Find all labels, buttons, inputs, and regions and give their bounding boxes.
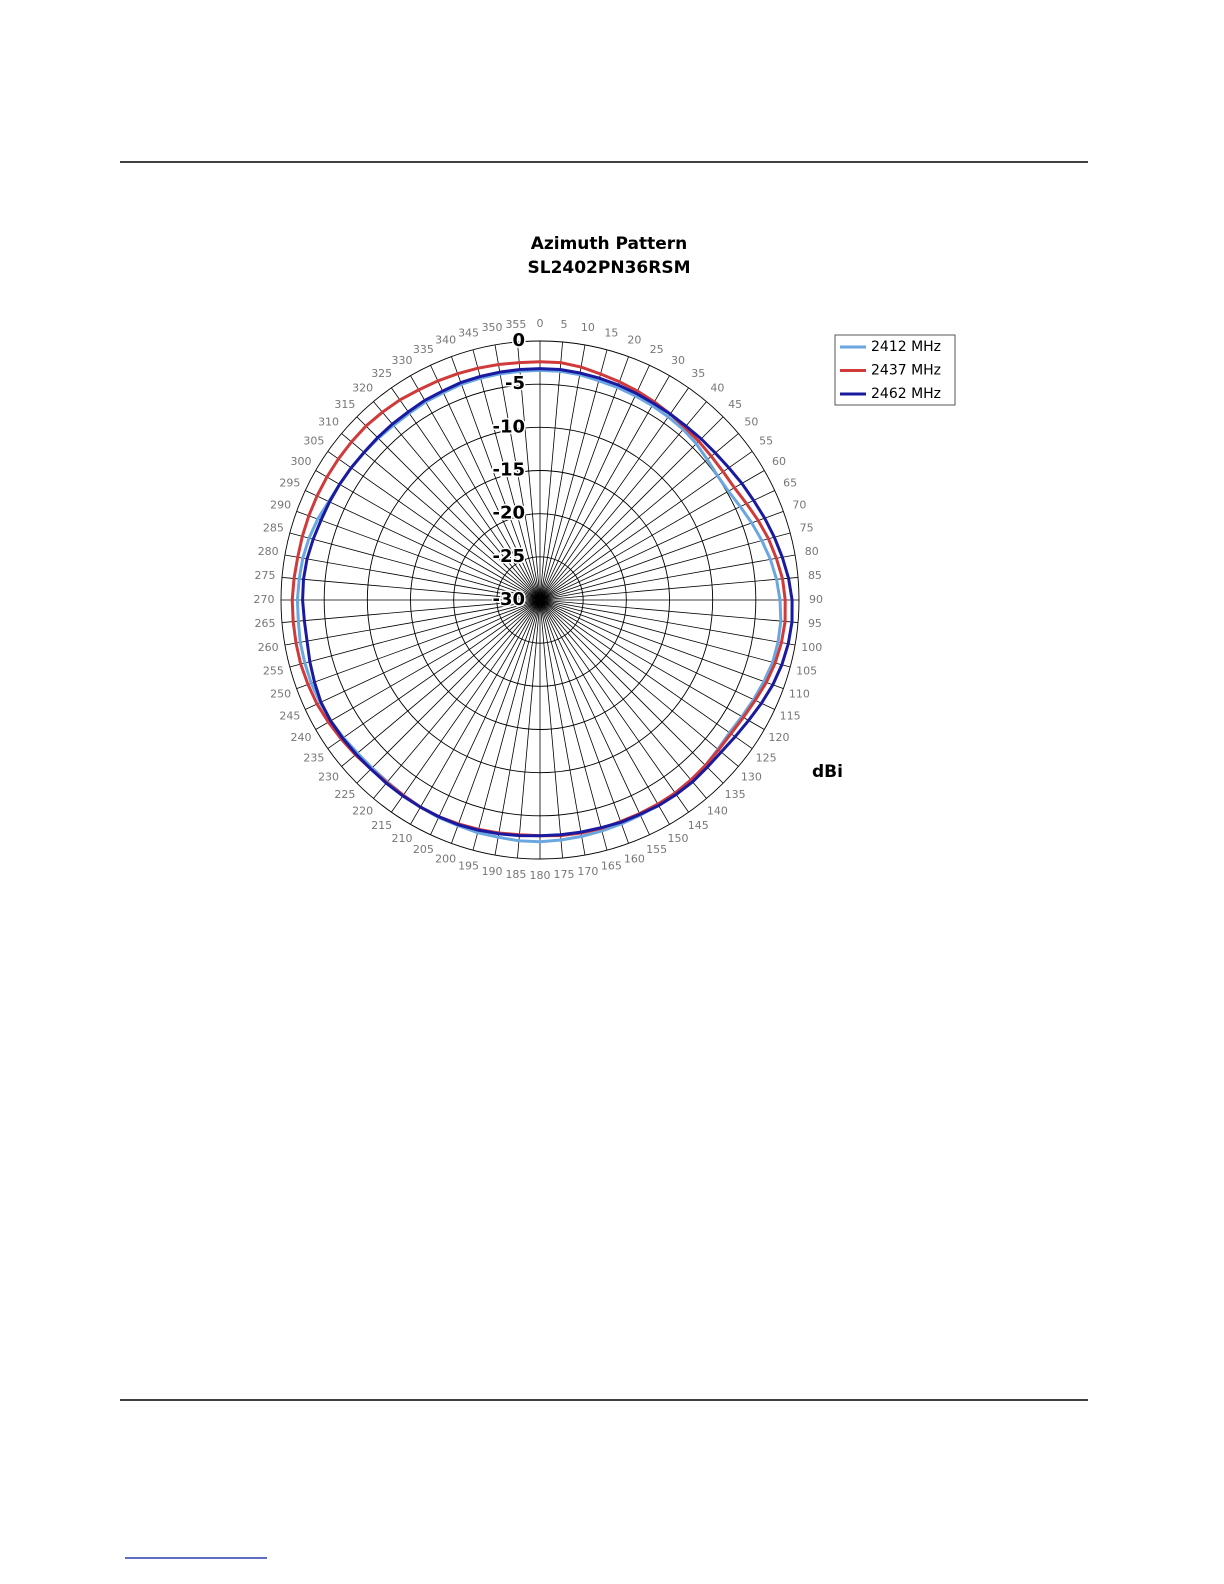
angle-label: 280 (258, 545, 279, 558)
r-tick-label: -10 (492, 416, 525, 437)
unit-label: dBi (812, 762, 843, 782)
angle-label: 335 (413, 343, 434, 356)
angle-label: 235 (303, 751, 324, 764)
angle-label: 240 (290, 731, 311, 744)
angle-label: 315 (334, 398, 355, 411)
grid-circle (496, 556, 584, 644)
angle-label: 50 (744, 416, 758, 429)
chart-title: Azimuth Pattern (531, 234, 688, 254)
angle-label: 205 (413, 843, 434, 856)
angle-label: 160 (624, 852, 645, 865)
angle-label: 285 (263, 522, 284, 535)
grid-circle (280, 340, 800, 860)
angle-label: 230 (318, 770, 339, 783)
angle-label: 255 (263, 664, 284, 677)
legend-label: 2462 MHz (871, 386, 941, 402)
angle-label: 325 (371, 367, 392, 380)
angle-label: 100 (801, 641, 822, 654)
angle-label: 305 (303, 435, 324, 448)
angle-label: 310 (318, 416, 339, 429)
angle-label: 20 (627, 334, 641, 347)
angle-label: 30 (671, 354, 685, 367)
angle-label: 300 (290, 455, 311, 468)
angle-label: 55 (759, 435, 773, 448)
angle-label: 175 (554, 868, 575, 881)
angle-label: 220 (352, 804, 373, 817)
legend-label: 2412 MHz (871, 339, 941, 355)
angle-label: 320 (352, 382, 373, 395)
chart-subtitle: SL2402PN36RSM (528, 258, 691, 278)
angle-label: 25 (650, 343, 664, 356)
angle-label: 95 (808, 617, 822, 630)
angle-label: 350 (482, 321, 503, 334)
r-tick-label: -5 (505, 373, 525, 394)
grid-circle (410, 470, 670, 730)
angle-label: 250 (270, 687, 291, 700)
angle-label: 135 (725, 788, 746, 801)
angle-label: 190 (482, 865, 503, 878)
angle-label: 40 (710, 382, 724, 395)
angle-label: 140 (707, 804, 728, 817)
angle-label: 130 (741, 770, 762, 783)
angle-label: 265 (255, 617, 276, 630)
angle-label: 170 (577, 865, 598, 878)
angle-label: 225 (334, 788, 355, 801)
angle-label: 0 (537, 317, 544, 330)
angle-label: 295 (279, 476, 300, 489)
angle-label: 260 (258, 641, 279, 654)
angle-label: 155 (646, 843, 667, 856)
angle-label: 180 (530, 869, 551, 882)
r-tick-label: 0 (512, 330, 525, 351)
angle-label: 195 (458, 860, 479, 873)
angle-label: 60 (772, 455, 786, 468)
angle-label: 215 (371, 819, 392, 832)
angle-label: 15 (604, 326, 618, 339)
series-line (301, 367, 794, 838)
grid-circle (323, 383, 757, 817)
angle-label: 110 (789, 687, 810, 700)
r-tick-label: -20 (492, 503, 525, 524)
angle-label: 290 (270, 499, 291, 512)
angle-label: 45 (728, 398, 742, 411)
angle-label: 105 (796, 664, 817, 677)
angle-label: 75 (800, 522, 814, 535)
r-tick-label: -15 (492, 460, 525, 481)
angle-label: 10 (581, 321, 595, 334)
angle-label: 35 (691, 367, 705, 380)
angle-label: 90 (809, 593, 823, 606)
angle-label: 245 (279, 710, 300, 723)
angle-label: 200 (435, 852, 456, 865)
angle-label: 210 (392, 832, 413, 845)
angle-label: 340 (435, 334, 456, 347)
angle-label: 65 (783, 476, 797, 489)
angle-label: 80 (805, 545, 819, 558)
angle-label: 145 (688, 819, 709, 832)
angle-label: 355 (505, 318, 526, 331)
r-tick-label: -30 (492, 589, 525, 610)
angle-label: 115 (780, 710, 801, 723)
angle-label: 150 (668, 832, 689, 845)
angle-label: 85 (808, 569, 822, 582)
r-tick-label: -25 (492, 546, 525, 567)
angle-label: 345 (458, 326, 479, 339)
legend-label: 2437 MHz (871, 363, 941, 379)
angle-label: 70 (792, 499, 806, 512)
grid-circle (366, 426, 714, 774)
angle-label: 5 (561, 318, 568, 331)
angle-label: 270 (254, 593, 275, 606)
angle-label: 120 (769, 731, 790, 744)
angle-label: 330 (392, 354, 413, 367)
grid-circle (453, 513, 627, 687)
angle-label: 185 (505, 868, 526, 881)
angle-label: 275 (255, 569, 276, 582)
angle-label: 125 (756, 751, 777, 764)
angle-label: 165 (601, 860, 622, 873)
